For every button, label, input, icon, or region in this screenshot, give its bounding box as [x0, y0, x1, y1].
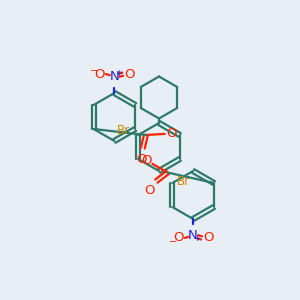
Text: O: O [203, 231, 213, 244]
Text: O: O [94, 68, 105, 81]
Text: −: − [90, 65, 98, 76]
Text: Br: Br [117, 124, 130, 137]
Text: O: O [173, 231, 183, 244]
Text: N: N [188, 229, 198, 242]
Text: −: − [169, 236, 177, 247]
Text: N: N [110, 70, 119, 83]
Text: Br: Br [177, 175, 190, 188]
Text: O: O [141, 154, 152, 167]
Text: +: + [194, 234, 201, 243]
Text: O: O [136, 153, 147, 167]
Text: O: O [166, 127, 177, 140]
Text: O: O [124, 68, 135, 81]
Text: O: O [144, 184, 155, 197]
Text: +: + [115, 69, 122, 78]
